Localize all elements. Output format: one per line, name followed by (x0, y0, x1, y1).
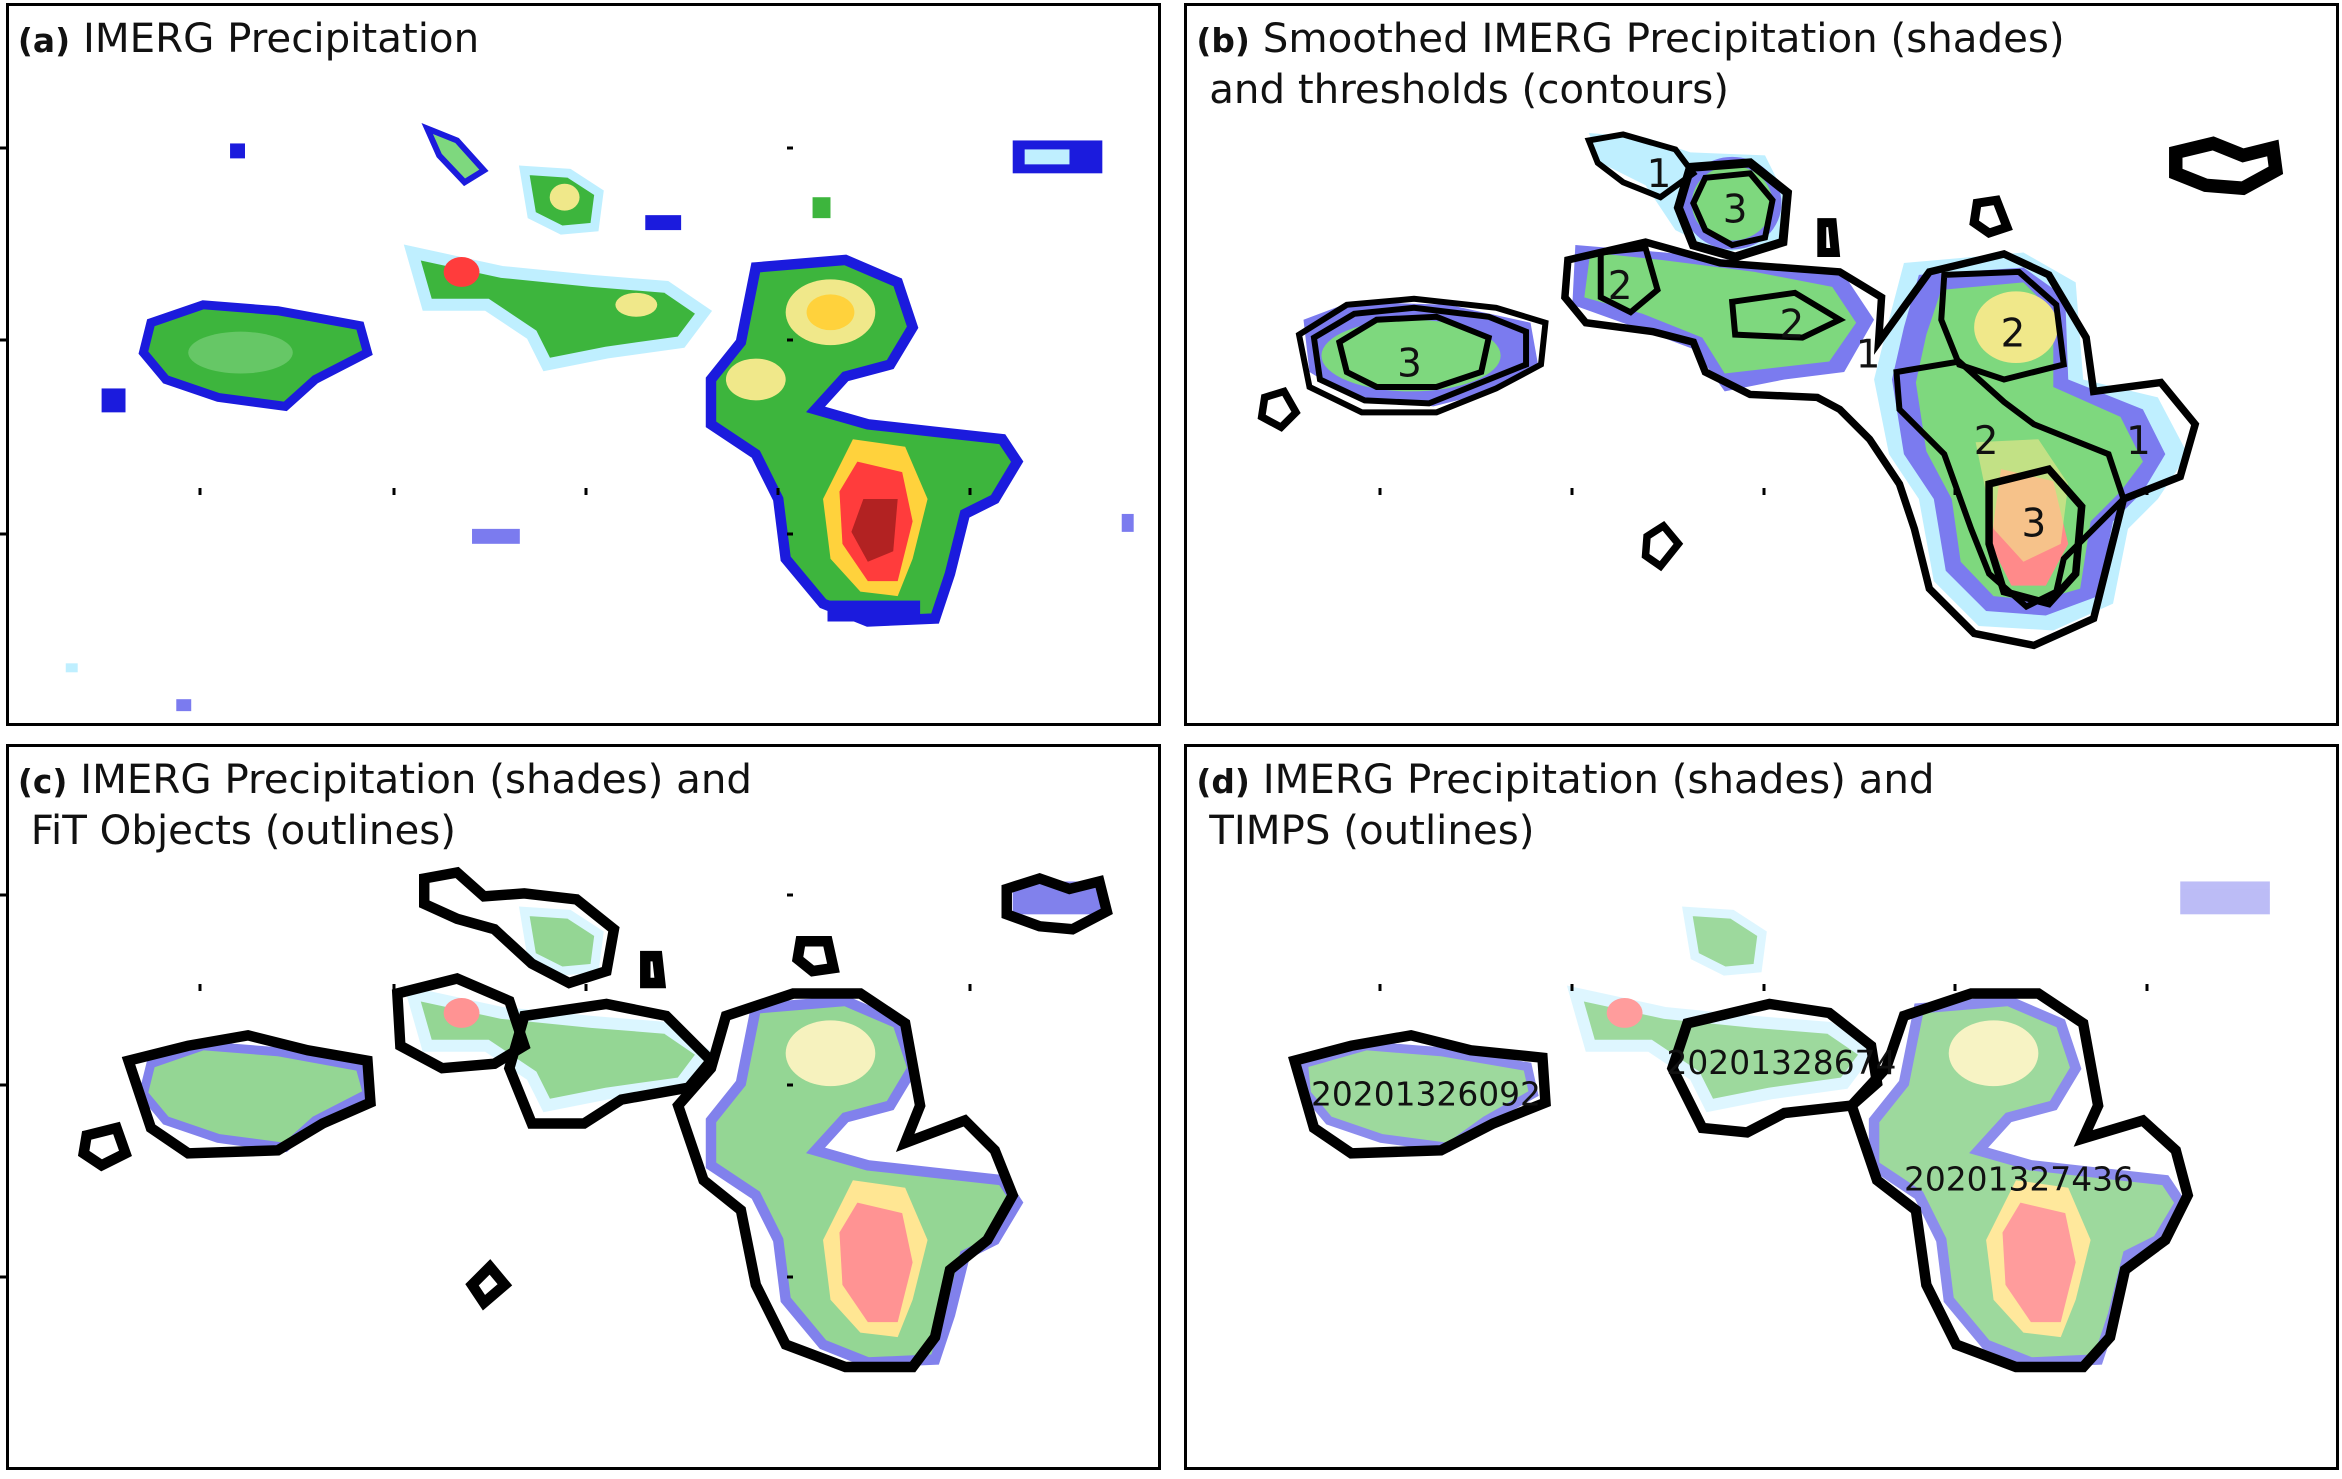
panel-b-title: (b) Smoothed IMERG Precipitation (shades… (1196, 15, 2064, 114)
panel-b-title-line2: and thresholds (contours) (1209, 65, 1729, 113)
fit-objects-map-c (77, 866, 1113, 1373)
precip-map-a (65, 122, 1134, 712)
contour-label: 3 (2022, 501, 2047, 546)
panel-d-title-line1: IMERG Precipitation (shades) and (1262, 755, 1935, 803)
panel-c-fit-objects: (c) IMERG Precipitation (shades) and FiT… (5, 743, 1161, 1471)
precip-field-east (710, 259, 1018, 622)
panel-d-title-line2: TIMPS (outlines) (1209, 806, 1535, 854)
panel-a-imerg-precipitation: (a) IMERG Precipitation (5, 2, 1161, 727)
timps-id: 20201327436 (1904, 1160, 2134, 1199)
panel-c-title: (c) IMERG Precipitation (shades) and FiT… (18, 756, 752, 855)
contour-label: 3 (1723, 188, 1748, 233)
contour-labels: 1 3 2 3 2 1 2 2 1 3 (1398, 152, 2152, 547)
panel-a-label: (a) (17, 21, 71, 60)
contour-label: 3 (1398, 341, 1423, 386)
panel-c-title-line1: IMERG Precipitation (shades) and (80, 755, 752, 803)
contour-label: 2 (1780, 303, 1805, 348)
timps-outlines (1288, 988, 2194, 1373)
threshold-contours (1258, 131, 2284, 650)
timps-id: 20201326092 (1311, 1075, 1541, 1114)
panel-b-label: (b) (1196, 21, 1250, 60)
panel-d-timps: 20201326092 20201328674 20201327436 (d) … (1184, 743, 2339, 1471)
contour-label: 2 (2001, 312, 2026, 357)
contour-label: 1 (1856, 333, 1881, 378)
precip-field-central (412, 252, 704, 365)
timps-id: 20201328674 (1667, 1043, 1897, 1082)
panel-a-title: (a) IMERG Precipitation (18, 15, 479, 66)
contour-label: 2 (1974, 419, 1999, 464)
timps-ids: 20201326092 20201328674 20201327436 (1311, 1043, 2134, 1199)
panel-d-label: (d) (1196, 762, 1250, 801)
fit-object-outlines (77, 866, 1113, 1373)
contour-label: 2 (1608, 264, 1633, 309)
smoothed-map-b: 1 3 2 3 2 1 2 2 1 3 (1258, 131, 2284, 650)
timps-map-d: 20201326092 20201328674 20201327436 (1288, 881, 2271, 1373)
panel-c-label: (c) (17, 762, 68, 801)
contour-label: 1 (2127, 419, 2152, 464)
panel-b-title-line1: Smoothed IMERG Precipitation (shades) (1262, 14, 2065, 62)
panel-a-title-text: IMERG Precipitation (82, 14, 480, 62)
contour-label: 1 (1647, 152, 1672, 197)
panel-b-smoothed-precipitation: 1 3 2 3 2 1 2 2 1 3 (b) Smoothed IMERG P… (1184, 2, 2339, 727)
panel-c-title-line2: FiT Objects (outlines) (30, 806, 456, 854)
timps-outline-20201326092 (1288, 1029, 1552, 1159)
panel-d-title: (d) IMERG Precipitation (shades) and TIM… (1196, 756, 1934, 855)
timps-outline-20201327436 (1846, 988, 2194, 1373)
